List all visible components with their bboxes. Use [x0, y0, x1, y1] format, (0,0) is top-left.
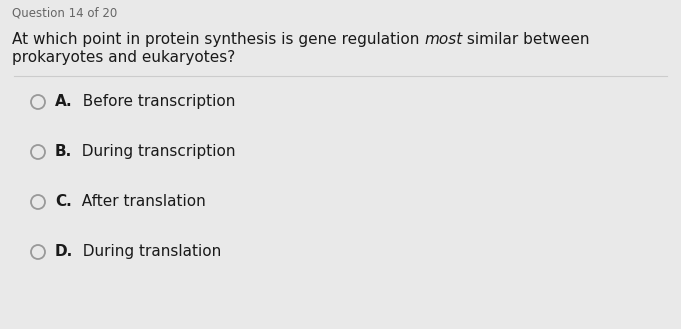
Text: prokaryotes and eukaryotes?: prokaryotes and eukaryotes?	[12, 50, 235, 65]
Text: Question 14 of 20: Question 14 of 20	[12, 6, 117, 19]
Text: similar between: similar between	[462, 32, 590, 47]
Text: D.: D.	[55, 244, 74, 259]
Text: At which point in protein synthesis is gene regulation: At which point in protein synthesis is g…	[12, 32, 424, 47]
Text: After translation: After translation	[72, 194, 206, 209]
Text: most: most	[424, 32, 462, 47]
Text: C.: C.	[55, 194, 72, 209]
Text: Before transcription: Before transcription	[73, 94, 235, 109]
Text: During transcription: During transcription	[72, 144, 236, 159]
Text: A.: A.	[55, 94, 73, 109]
Text: B.: B.	[55, 144, 72, 159]
Text: During translation: During translation	[74, 244, 221, 259]
